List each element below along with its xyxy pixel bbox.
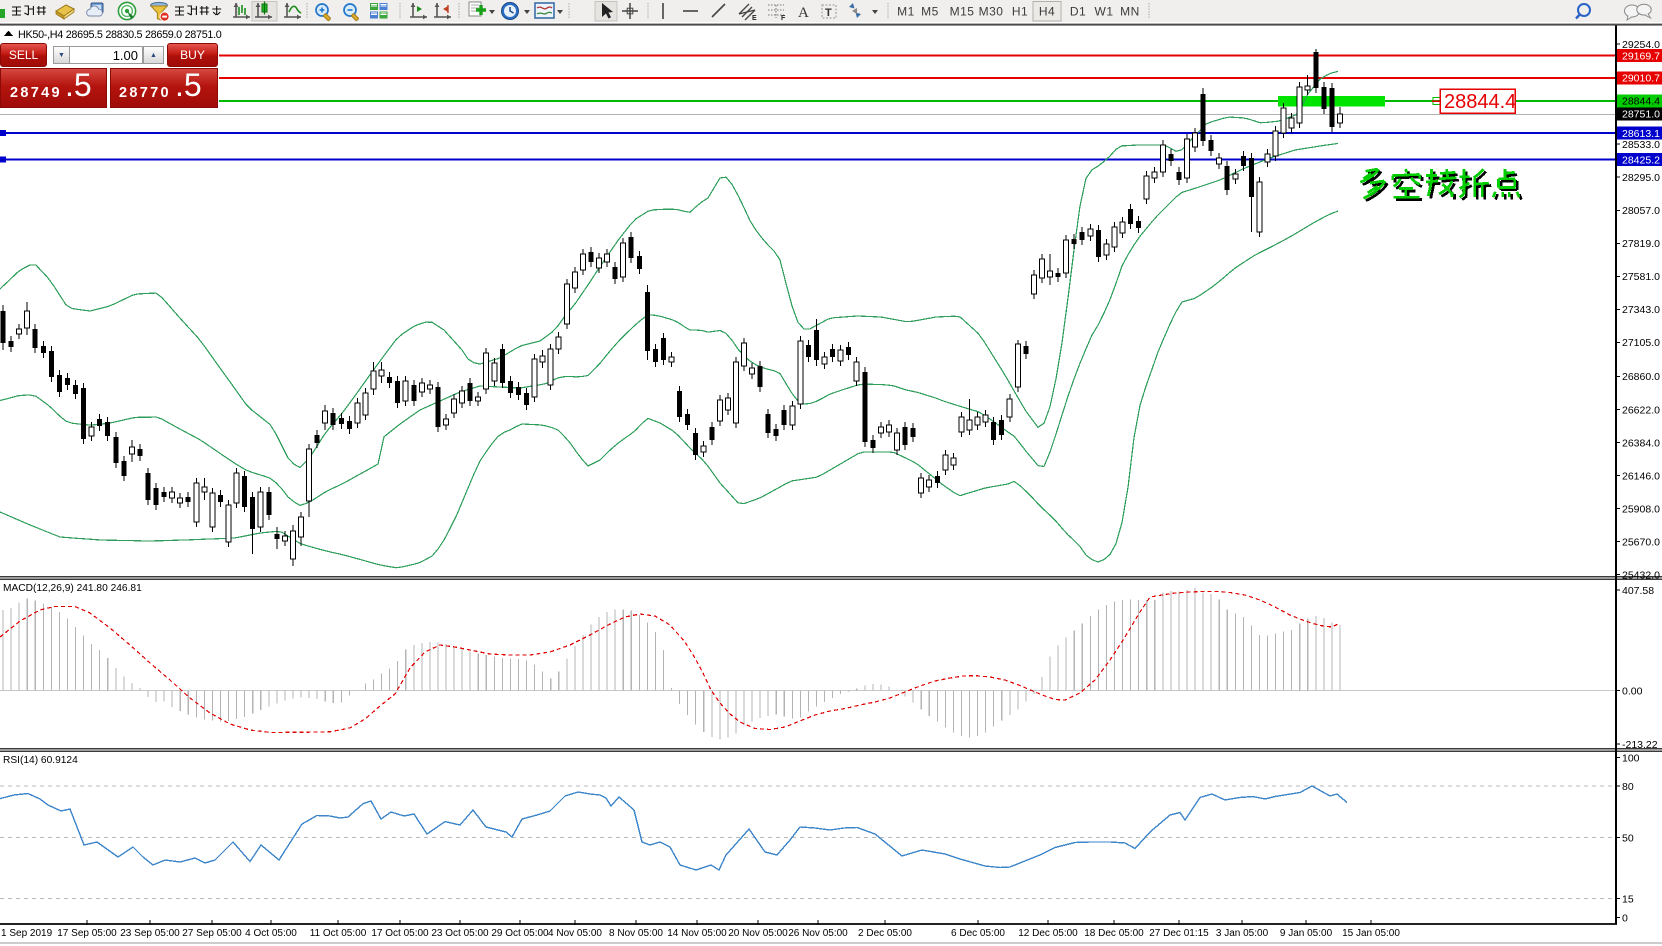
- svg-text:8 Nov 05:00: 8 Nov 05:00: [609, 928, 663, 939]
- svg-text:26860.0: 26860.0: [1622, 371, 1660, 383]
- svg-text:80: 80: [1622, 781, 1634, 793]
- svg-text:HK50-,H4 28695.5 28830.5 2865: HK50-,H4 28695.5 28830.5 28659.0 28751.0: [18, 29, 222, 41]
- svg-text:26384.0: 26384.0: [1622, 437, 1660, 449]
- svg-text:0.00: 0.00: [1622, 685, 1643, 697]
- svg-text:26 Nov 05:00: 26 Nov 05:00: [788, 928, 848, 939]
- svg-text:27105.0: 27105.0: [1622, 337, 1660, 349]
- svg-text:29254.0: 29254.0: [1622, 39, 1660, 51]
- svg-text:F: F: [781, 15, 786, 22]
- svg-text:26146.0: 26146.0: [1622, 470, 1660, 482]
- svg-text:25432.0: 25432.0: [1622, 570, 1660, 582]
- svg-text:4 Oct 05:00: 4 Oct 05:00: [245, 928, 297, 939]
- svg-text:23 Sep 05:00: 23 Sep 05:00: [120, 928, 180, 939]
- svg-text:100: 100: [1622, 752, 1640, 764]
- svg-text:W1: W1: [1095, 5, 1114, 19]
- svg-text:27343.0: 27343.0: [1622, 304, 1660, 316]
- svg-text:D1: D1: [1070, 5, 1086, 19]
- svg-text:25908.0: 25908.0: [1622, 503, 1660, 515]
- svg-text:50: 50: [1622, 832, 1634, 844]
- svg-text:MACD(12,26,9) 241.80 246.81: MACD(12,26,9) 241.80 246.81: [3, 583, 142, 594]
- svg-text:18 Dec 05:00: 18 Dec 05:00: [1084, 928, 1144, 939]
- svg-text:17 Oct 05:00: 17 Oct 05:00: [371, 928, 429, 939]
- svg-text:MN: MN: [1120, 5, 1140, 19]
- svg-text:M5: M5: [921, 5, 939, 19]
- svg-text:28425.2: 28425.2: [1622, 154, 1660, 166]
- svg-text:29 Oct 05:00: 29 Oct 05:00: [491, 928, 549, 939]
- svg-text:12 Dec 05:00: 12 Dec 05:00: [1018, 928, 1078, 939]
- svg-text:26622.0: 26622.0: [1622, 404, 1660, 416]
- svg-text:28533.0: 28533.0: [1622, 139, 1660, 151]
- svg-text:6 Dec 05:00: 6 Dec 05:00: [951, 928, 1005, 939]
- svg-text:H4: H4: [1039, 5, 1055, 19]
- svg-text:H1: H1: [1012, 5, 1028, 19]
- svg-text:27581.0: 27581.0: [1622, 271, 1660, 283]
- svg-text:29010.7: 29010.7: [1622, 73, 1660, 85]
- svg-text:17 Sep 05:00: 17 Sep 05:00: [57, 928, 117, 939]
- svg-text:4 Nov 05:00: 4 Nov 05:00: [548, 928, 602, 939]
- svg-text:28844.4: 28844.4: [1622, 96, 1660, 108]
- svg-text:0: 0: [1622, 912, 1628, 924]
- svg-text:28057.0: 28057.0: [1622, 205, 1660, 217]
- svg-text:RSI(14) 60.9124: RSI(14) 60.9124: [3, 755, 78, 766]
- svg-text:20 Nov 05:00: 20 Nov 05:00: [728, 928, 788, 939]
- svg-text:3 Jan 05:00: 3 Jan 05:00: [1216, 928, 1269, 939]
- svg-text:28613.1: 28613.1: [1622, 128, 1660, 140]
- svg-text:2 Dec 05:00: 2 Dec 05:00: [858, 928, 912, 939]
- svg-text:M1: M1: [897, 5, 915, 19]
- svg-text:23 Oct 05:00: 23 Oct 05:00: [431, 928, 489, 939]
- svg-text:407.58: 407.58: [1622, 585, 1654, 597]
- svg-text:M30: M30: [979, 5, 1004, 19]
- svg-text:15 Jan 05:00: 15 Jan 05:00: [1342, 928, 1400, 939]
- svg-text:T: T: [825, 7, 832, 19]
- svg-text:29169.7: 29169.7: [1622, 51, 1660, 63]
- svg-text:27819.0: 27819.0: [1622, 238, 1660, 250]
- svg-text:1 Sep 2019: 1 Sep 2019: [1, 928, 53, 939]
- svg-text:27 Dec 01:15: 27 Dec 01:15: [1149, 928, 1209, 939]
- svg-text:15: 15: [1622, 893, 1634, 905]
- svg-text:27 Sep 05:00: 27 Sep 05:00: [182, 928, 242, 939]
- svg-text:11 Oct 05:00: 11 Oct 05:00: [310, 928, 367, 939]
- svg-text:-213.22: -213.22: [1622, 739, 1658, 751]
- svg-text:25670.0: 25670.0: [1622, 537, 1660, 549]
- svg-text:9 Jan 05:00: 9 Jan 05:00: [1280, 928, 1333, 939]
- svg-text:14 Nov 05:00: 14 Nov 05:00: [667, 928, 727, 939]
- svg-text:28844.4: 28844.4: [1444, 91, 1516, 113]
- svg-text:A: A: [798, 5, 809, 21]
- svg-text:E: E: [752, 15, 757, 22]
- svg-text:M15: M15: [950, 5, 975, 19]
- svg-text:28295.0: 28295.0: [1622, 172, 1660, 184]
- svg-text:28751.0: 28751.0: [1622, 109, 1660, 121]
